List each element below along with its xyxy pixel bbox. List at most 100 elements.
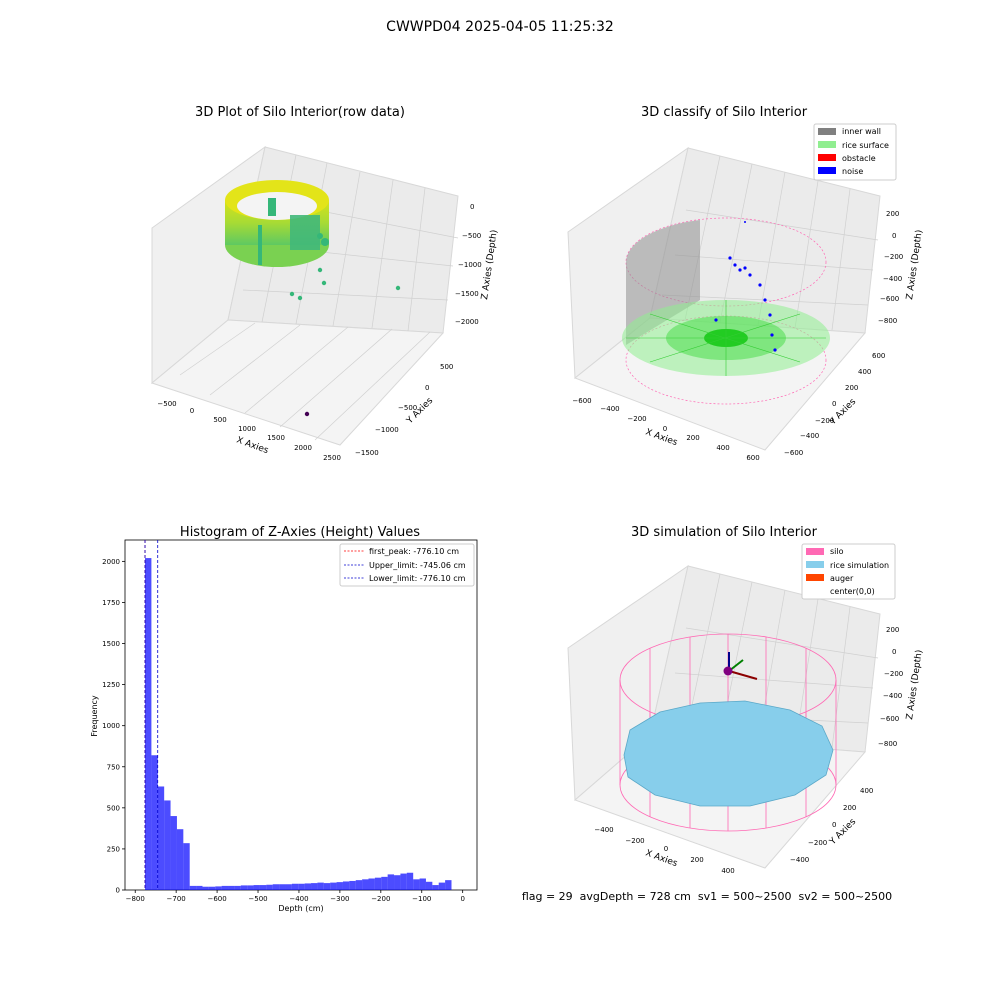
sim-y-tick: 200 <box>843 804 856 812</box>
hist-y-tick: 2000 <box>102 558 120 566</box>
hist-bar <box>349 880 356 890</box>
hist-x-tick: −700 <box>167 895 186 903</box>
raw-drum-inner-points <box>258 198 329 265</box>
classify-x-tick: −400 <box>600 405 619 413</box>
hist-x-label: Depth (cm) <box>278 904 323 913</box>
classify-z-tick: −400 <box>883 275 902 283</box>
hist-bar <box>145 558 152 890</box>
sim-y-tick: −400 <box>790 856 809 864</box>
sim-z-label: Z Axies (Depth) <box>905 649 925 720</box>
legend-swatch-obstacle <box>818 154 836 161</box>
sim-z-tick: 0 <box>892 648 896 656</box>
classify-z-label: Z Axies (Depth) <box>905 229 925 300</box>
hist-bar <box>419 878 426 890</box>
hist-bar <box>291 883 299 890</box>
raw-axis-ticks: −500 0 500 1000 1500 2000 2500 500 0 −50… <box>157 203 481 462</box>
hist-y-tick: 500 <box>107 804 120 812</box>
hist-bar <box>228 885 235 890</box>
hist-bar <box>355 880 363 890</box>
raw-z-tick: −2000 <box>455 318 479 326</box>
raw-y-tick: −1500 <box>355 449 379 457</box>
hist-x-tick: −300 <box>330 895 349 903</box>
raw-z-tick: −1000 <box>458 261 482 269</box>
hist-bar <box>272 884 280 890</box>
raw-z-label: Z Axies (Depth) <box>480 229 500 300</box>
legend-label: inner wall <box>842 127 881 136</box>
sim-z-tick: −600 <box>880 715 899 723</box>
classify-y-tick: 200 <box>845 384 858 392</box>
classify-z-tick: 200 <box>886 210 899 218</box>
status-text: flag = 29 avgDepth = 728 cm sv1 = 500~25… <box>522 890 892 903</box>
hist-bar <box>432 885 439 890</box>
sim-y-tick: −200 <box>808 839 827 847</box>
raw-x-label: X Axies <box>235 435 270 456</box>
hist-bar <box>279 884 286 890</box>
raw-y-tick: −500 <box>398 404 417 412</box>
classify-title: 3D classify of Silo Interior <box>641 105 808 120</box>
hist-bar <box>317 882 324 890</box>
hist-bar <box>394 875 401 890</box>
panel-simulation-3d: 3D simulation of Silo Interior <box>567 525 925 875</box>
hist-bar <box>387 874 395 890</box>
hist-bar <box>406 872 414 890</box>
hist-bars <box>145 558 452 890</box>
legend-swatch-rice-simulation <box>806 561 824 568</box>
sim-x-tick: −400 <box>594 826 613 834</box>
sim-axis-ticks: −400 −200 0 200 400 400 200 0 −200 −400 … <box>594 626 903 875</box>
raw-floor-pane <box>150 319 445 446</box>
classify-x-tick: 200 <box>686 434 699 442</box>
raw-x-tick: −500 <box>157 400 176 408</box>
hist-y-tick: 250 <box>107 845 120 853</box>
hist-x-tick: −100 <box>412 895 431 903</box>
legend-label: Lower_limit: -776.10 cm <box>369 574 466 583</box>
sim-z-tick: −800 <box>878 740 897 748</box>
raw-z-tick: −500 <box>462 232 481 240</box>
classify-z-tick: −800 <box>878 317 897 325</box>
sim-rice-surface <box>623 700 834 807</box>
hist-x-tick: −500 <box>248 895 267 903</box>
hist-bar <box>342 881 350 890</box>
hist-y-tick: 750 <box>107 763 120 771</box>
classify-y-tick: −600 <box>784 449 803 457</box>
classify-noise <box>714 221 777 352</box>
hist-y-tick: 1500 <box>102 640 120 648</box>
hist-bar <box>240 885 248 890</box>
raw-x-tick: 1500 <box>267 434 285 442</box>
classify-x-tick: 600 <box>746 454 759 462</box>
legend-label: first_peak: -776.10 cm <box>369 547 459 556</box>
hist-y-tick: 1750 <box>102 599 120 607</box>
hist-bar <box>374 877 382 890</box>
panel-raw-3d: 3D Plot of Silo Interior(row data) <box>150 105 500 462</box>
hist-bar <box>362 879 369 890</box>
legend-label: rice simulation <box>830 561 889 570</box>
sim-legend: silo rice simulation auger center(0,0) <box>801 543 896 600</box>
hist-bar <box>164 800 171 890</box>
hist-bar <box>247 885 254 890</box>
raw-z-tick: 0 <box>470 203 474 211</box>
hist-bar <box>183 843 190 890</box>
hist-bar <box>425 881 433 890</box>
hist-x-tick: −200 <box>371 895 390 903</box>
raw-x-tick: 500 <box>213 416 226 424</box>
raw-outlier-points <box>289 267 401 417</box>
hist-plot-area <box>124 539 478 891</box>
sim-x-tick: 200 <box>690 856 703 864</box>
sim-x-tick: −200 <box>625 837 644 845</box>
hist-bar <box>445 880 452 890</box>
hist-bar <box>157 786 165 890</box>
raw-x-tick: 0 <box>190 407 194 415</box>
hist-bar <box>304 883 312 890</box>
simulation-title: 3D simulation of Silo Interior <box>631 525 818 540</box>
hist-bar <box>189 885 197 890</box>
legend-label: silo <box>830 547 844 556</box>
figure-title: CWWPD04 2025-04-05 11:25:32 <box>386 19 614 35</box>
hist-bar <box>170 816 177 890</box>
raw-title: 3D Plot of Silo Interior(row data) <box>195 105 405 120</box>
legend-swatch-auger <box>806 574 824 581</box>
raw-y-tick: 0 <box>425 384 429 392</box>
hist-bar <box>413 879 420 890</box>
hist-y-tick: 1250 <box>102 681 120 689</box>
legend-label: auger <box>830 574 854 583</box>
sim-z-tick: −200 <box>884 670 903 678</box>
raw-x-tick: 2500 <box>323 454 341 462</box>
